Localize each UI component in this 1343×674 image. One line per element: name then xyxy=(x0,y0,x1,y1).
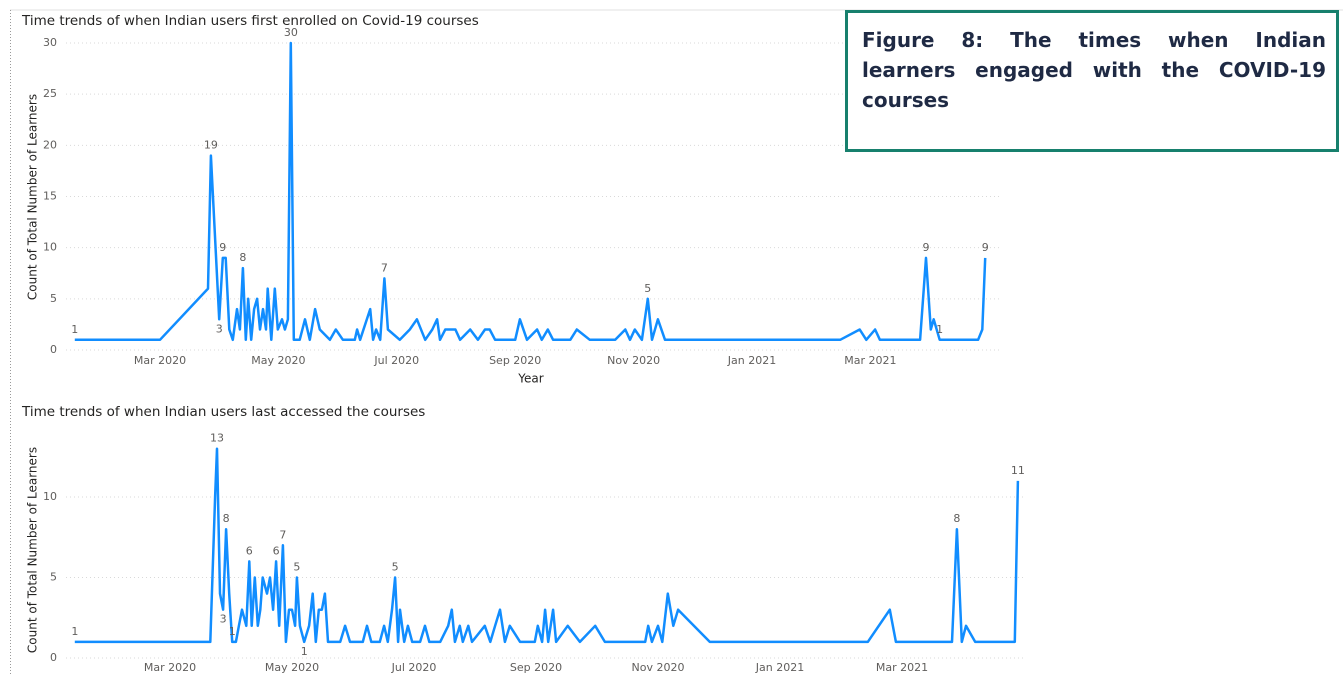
y-tick-label: 5 xyxy=(50,570,57,583)
y-axis-title: Count of Total Number of Learners xyxy=(26,94,40,300)
x-tick-label: Jan 2021 xyxy=(727,354,776,367)
caption: Figure 8: The times when Indian learners… xyxy=(862,28,1326,112)
data-label: 8 xyxy=(953,512,960,525)
x-tick-label: May 2020 xyxy=(251,354,305,367)
line xyxy=(74,447,1020,644)
data-label: 30 xyxy=(284,26,298,39)
x-tick-label: Sep 2020 xyxy=(510,661,562,674)
x-tick-label: Sep 2020 xyxy=(489,354,541,367)
x-tick-label: Mar 2021 xyxy=(844,354,896,367)
data-label: 3 xyxy=(216,322,223,335)
data-label: 5 xyxy=(392,560,399,573)
x-tick-label: May 2020 xyxy=(265,661,319,674)
data-label: 13 xyxy=(210,432,224,445)
data-label: 6 xyxy=(273,544,280,557)
caption-box: Figure 8: The times when Indian learners… xyxy=(845,10,1339,152)
y-tick-label: 0 xyxy=(50,651,57,664)
x-tick-label: Jul 2020 xyxy=(391,661,437,674)
y-tick-label: 0 xyxy=(50,343,57,356)
x-tick-label: Jan 2021 xyxy=(755,661,804,674)
y-tick-label: 25 xyxy=(43,87,57,100)
data-label: 1 xyxy=(301,645,308,658)
y-tick-label: 5 xyxy=(50,292,57,305)
line xyxy=(74,41,987,342)
x-axis-title: Year xyxy=(517,372,543,386)
data-label: 6 xyxy=(246,544,253,557)
data-label: 9 xyxy=(923,241,930,254)
data-label: 19 xyxy=(204,139,218,152)
y-tick-label: 15 xyxy=(43,190,57,203)
data-label: 8 xyxy=(223,512,230,525)
data-label: 5 xyxy=(644,282,651,295)
data-label: 5 xyxy=(293,560,300,573)
chart-title: Time trends of when Indian users last ac… xyxy=(21,404,425,420)
y-axis-title: Count of Total Number of Learners xyxy=(26,447,40,653)
y-tick-label: 10 xyxy=(43,241,57,254)
chart-title: Time trends of when Indian users first e… xyxy=(21,13,479,29)
y-tick-label: 30 xyxy=(43,36,57,49)
data-label: 9 xyxy=(982,241,989,254)
data-label: 7 xyxy=(381,261,388,274)
data-label: 3 xyxy=(220,613,227,626)
data-label: 1 xyxy=(71,323,78,336)
data-label: 9 xyxy=(219,241,226,254)
x-tick-label: Jul 2020 xyxy=(373,354,419,367)
x-tick-label: Nov 2020 xyxy=(607,354,660,367)
y-tick-label: 10 xyxy=(43,490,57,503)
data-label: 8 xyxy=(239,251,246,264)
y-tick-label: 20 xyxy=(43,138,57,151)
data-label: 1 xyxy=(71,625,78,638)
x-tick-label: Mar 2021 xyxy=(876,661,928,674)
x-tick-label: Mar 2020 xyxy=(134,354,186,367)
x-tick-label: Nov 2020 xyxy=(632,661,685,674)
data-label: 7 xyxy=(279,528,286,541)
data-label: 1 xyxy=(936,323,943,336)
data-label: 11 xyxy=(1011,464,1025,477)
x-tick-label: Mar 2020 xyxy=(144,661,196,674)
data-label: 1 xyxy=(229,625,236,638)
